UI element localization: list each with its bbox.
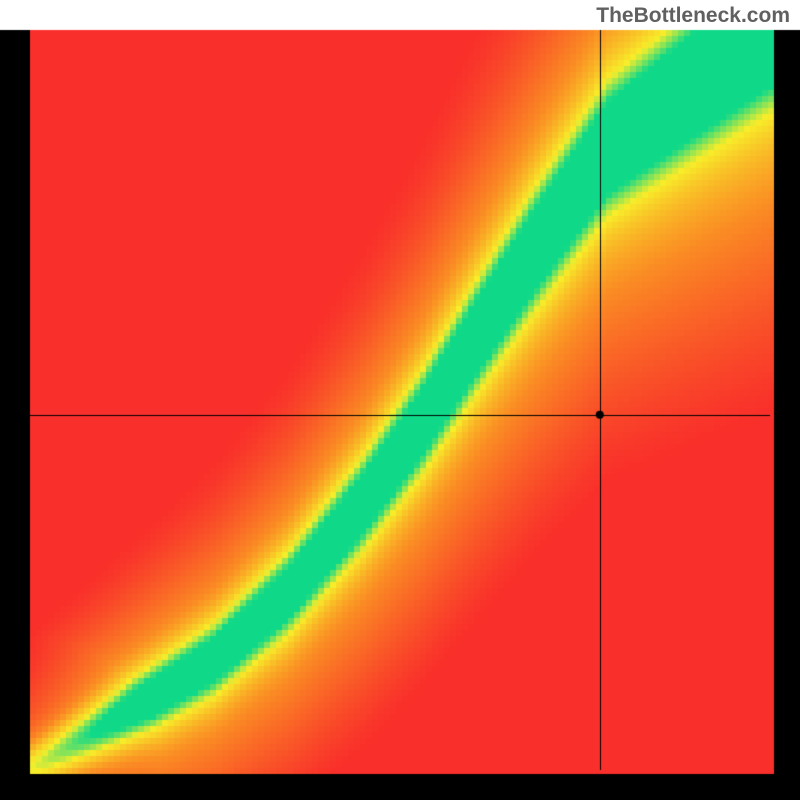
watermark-text: TheBottleneck.com xyxy=(596,4,790,28)
heatmap-canvas xyxy=(0,0,800,800)
chart-container: TheBottleneck.com xyxy=(0,0,800,800)
